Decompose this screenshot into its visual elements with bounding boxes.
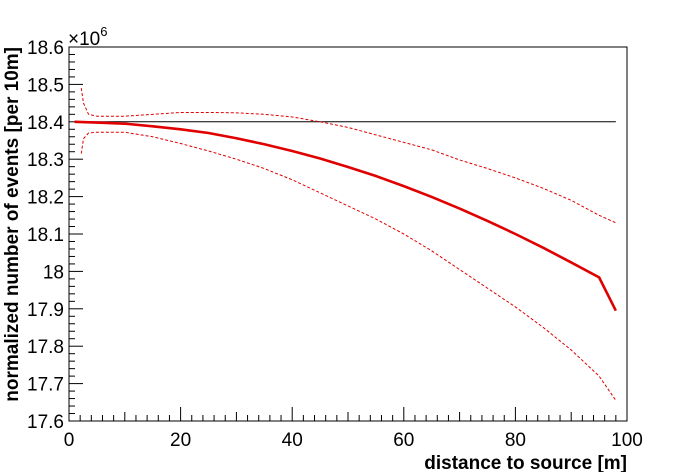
y-axis-title: normalized number of events [per 10m] bbox=[2, 47, 23, 402]
y-tick-label: 17.9 bbox=[27, 300, 64, 321]
lower-bound-curve bbox=[80, 131, 617, 401]
y-tick-label: 17.8 bbox=[27, 337, 64, 358]
y-tick-label: 18.3 bbox=[27, 150, 64, 171]
y-tick-label: 18.1 bbox=[27, 225, 64, 246]
y-tick-label: 17.7 bbox=[27, 375, 64, 396]
y-multiplier-base: ×10 bbox=[68, 29, 100, 50]
x-axis-title: distance to source [m] bbox=[424, 453, 627, 472]
y-tick-label: 18.6 bbox=[27, 38, 64, 59]
y-tick-label: 18.4 bbox=[27, 113, 64, 134]
y-tick-label: 18.5 bbox=[27, 75, 64, 96]
x-tick-label: 20 bbox=[170, 430, 191, 451]
ticks-group bbox=[68, 46, 628, 422]
x-tick-label: 0 bbox=[64, 430, 75, 451]
y-multiplier-exponent: 6 bbox=[100, 24, 107, 39]
x-tick-label: 100 bbox=[611, 430, 643, 451]
upper-bound-curve bbox=[80, 88, 617, 224]
y-tick-label: 18.2 bbox=[27, 188, 64, 209]
y-tick-label: 18 bbox=[43, 262, 64, 283]
series-group bbox=[74, 88, 618, 401]
y-axis-multiplier: ×106 bbox=[68, 24, 107, 50]
y-tick-label: 17.6 bbox=[27, 412, 64, 433]
plot-frame bbox=[68, 46, 628, 422]
central-curve bbox=[74, 120, 618, 312]
x-tick-label: 80 bbox=[505, 430, 526, 451]
plot-frame-group bbox=[68, 46, 628, 422]
x-tick-label: 40 bbox=[282, 430, 303, 451]
x-tick-label: 60 bbox=[393, 430, 414, 451]
tick-labels-group: 0 20 40 60 80 100 17.6 17.7 17.8 17.9 18 18.1 18.2 18… bbox=[27, 38, 643, 451]
